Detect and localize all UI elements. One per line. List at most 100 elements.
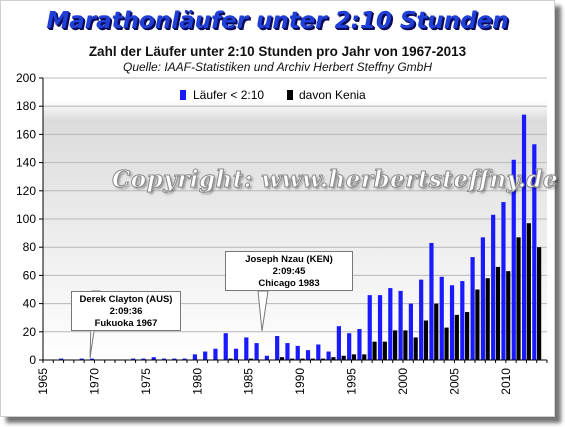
bar-laeufer [439, 276, 444, 360]
bar-laeufer [305, 350, 311, 360]
bar-laeufer [326, 351, 331, 360]
bar-laeufer [521, 114, 527, 360]
bar-laeufer [470, 257, 475, 360]
bar-laeufer [491, 214, 496, 360]
bar-laeufer [233, 348, 239, 360]
y-tick-label: 160 [16, 127, 36, 141]
bar-laeufer [141, 358, 146, 360]
legend-swatch-kenia [287, 90, 293, 100]
bar-laeufer [347, 333, 352, 360]
bar-laeufer [151, 357, 156, 360]
bar-laeufer [336, 326, 341, 360]
bar-laeufer [511, 159, 516, 360]
bar-laeufer [172, 358, 177, 360]
bar-laeufer [295, 345, 300, 360]
bar-laeufer [357, 328, 362, 360]
bar-kenia [516, 237, 521, 360]
x-tick-label: 1965 [36, 368, 50, 395]
x-tick-label: 2000 [396, 368, 410, 395]
bar-kenia [465, 312, 470, 360]
annotation-clayton: Derek Clayton (AUS) 2:09:36 Fukuoka 1967 [71, 291, 181, 331]
bar-laeufer [388, 288, 393, 360]
bar-laeufer [192, 354, 197, 360]
y-tick-label: 40 [23, 297, 37, 311]
bar-kenia [495, 266, 501, 360]
bar-laeufer [532, 144, 537, 360]
bar-laeufer [460, 281, 465, 360]
legend: Läufer < 2:10 davon Kenia [180, 88, 366, 102]
annotation-clayton-line1: Derek Clayton (AUS) [79, 294, 173, 305]
bar-laeufer [264, 355, 269, 360]
bar-laeufer [275, 336, 280, 360]
bar-laeufer [161, 358, 167, 360]
bar-laeufer [367, 295, 372, 360]
bar-kenia [331, 357, 336, 360]
bar-laeufer [316, 344, 321, 360]
bar-laeufer [203, 351, 208, 360]
bar-kenia [249, 358, 254, 360]
annotation-nzau: Joseph Nzau (KEN) 2:09:45 Chicago 1983 [225, 251, 353, 291]
bar-laeufer [213, 348, 218, 360]
gridlines [43, 77, 547, 333]
bar-kenia [228, 358, 233, 360]
x-tick-label: 1970 [87, 368, 101, 395]
annotation-nzau-pointer [257, 290, 269, 332]
y-tick-label: 80 [23, 240, 37, 254]
bar-kenia [279, 357, 285, 360]
bar-kenia [475, 289, 480, 360]
bar-laeufer [449, 285, 455, 360]
bar-kenia [290, 358, 295, 360]
copyright-watermark: Copyright: www.herbertsteffny.de [111, 166, 559, 194]
bar-laeufer [79, 358, 84, 360]
bar-laeufer [419, 279, 424, 360]
chart-title: Marathonläufer unter 2:10 Stunden [46, 8, 509, 34]
bar-kenia [351, 354, 357, 360]
bar-laeufer [377, 295, 383, 360]
x-tick-label: 1980 [190, 368, 204, 395]
y-tick-label: 60 [23, 268, 37, 282]
y-tick-label: 20 [23, 325, 37, 339]
bar-kenia [372, 341, 377, 360]
bar-laeufer [244, 337, 249, 360]
y-tick-label: 120 [16, 184, 36, 198]
bar-laeufer [408, 303, 413, 360]
x-tick-label: 1995 [345, 368, 359, 395]
bar-laeufer [501, 202, 506, 360]
bar-kenia [413, 337, 418, 360]
bar-kenia [382, 341, 387, 360]
bar-kenia [506, 271, 511, 360]
y-tick-label: 140 [16, 156, 36, 170]
bar-kenia [393, 330, 398, 360]
y-tick-label: 200 [16, 71, 36, 85]
bar-kenia [362, 354, 367, 360]
axes: 0 20 40 60 80 100 120 140 160 180 200 1965 1970 1975 1… [16, 71, 548, 395]
x-tick-label: 1975 [139, 368, 153, 395]
bar-kenia [403, 330, 408, 360]
y-tick-label: 180 [16, 99, 36, 113]
bar-kenia [321, 358, 326, 360]
bars [59, 114, 542, 360]
bar-kenia [526, 223, 531, 360]
x-tick-label: 2005 [447, 368, 461, 395]
chart-source: Quelle: IAAF-Statistiken und Archiv Herb… [122, 60, 432, 74]
y-tick-label: 0 [29, 353, 36, 367]
annotation-clayton-line3: Fukuoka 1967 [94, 318, 158, 329]
x-tick-label: 2010 [499, 368, 513, 395]
bar-laeufer [398, 290, 403, 360]
bar-laeufer [285, 343, 290, 360]
bar-laeufer [89, 358, 95, 360]
x-tick-label: 1985 [242, 368, 256, 395]
bar-kenia [454, 314, 459, 360]
annotation-nzau-line1: Joseph Nzau (KEN) [245, 254, 333, 265]
legend-swatch-laeufer [180, 90, 186, 100]
chart-subtitle: Zahl der Läufer unter 2:10 Stunden pro J… [88, 44, 467, 59]
x-tick-label: 1990 [293, 368, 307, 395]
bar-laeufer [254, 343, 259, 360]
legend-label-kenia: davon Kenia [299, 88, 366, 102]
bar-kenia [444, 327, 449, 360]
bar-laeufer [223, 333, 228, 360]
bar-kenia [434, 303, 439, 360]
bar-kenia [537, 247, 542, 360]
bar-laeufer [59, 358, 64, 360]
